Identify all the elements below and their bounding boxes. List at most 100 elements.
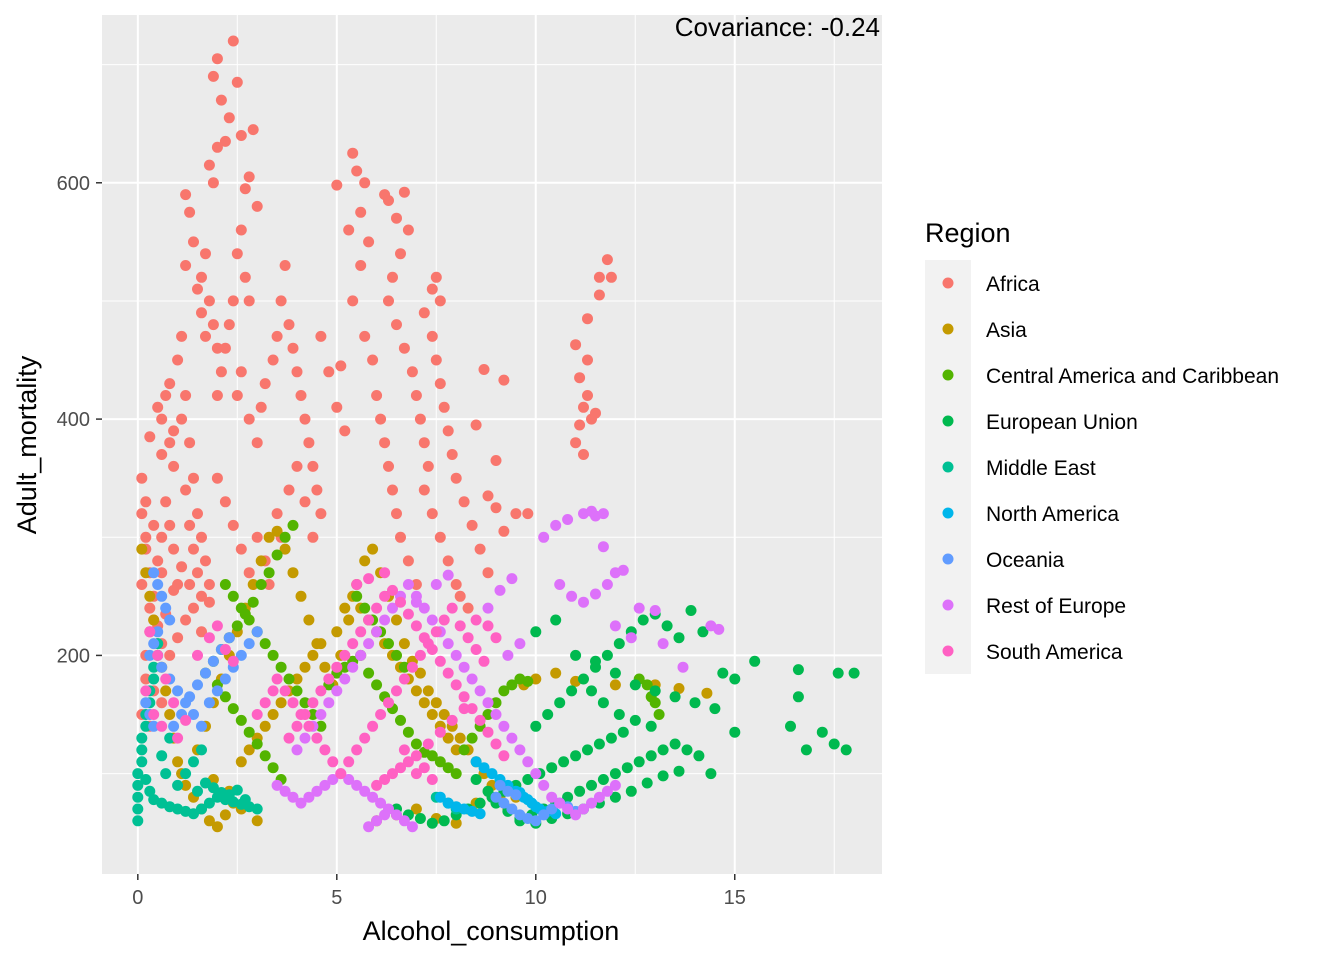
data-point [442,762,454,774]
data-point [351,779,363,791]
data-point [196,720,207,732]
data-point [371,779,383,791]
data-point [450,744,462,756]
data-point [582,313,593,325]
legend-item: South America [942,641,1123,664]
data-point [550,614,562,626]
data-point [673,632,685,644]
data-point [343,224,355,236]
x-tick-label: 0 [132,887,143,909]
data-point [223,789,235,801]
data-point [458,661,470,673]
data-point [307,697,319,709]
data-point [271,508,283,520]
data-point [267,762,279,774]
data-point [188,472,199,484]
data-point [438,401,450,413]
data-point [629,714,641,726]
data-point [470,419,482,431]
data-point [371,390,383,401]
data-point [478,364,490,375]
data-point [398,638,410,650]
data-point [132,815,144,827]
legend-items: Africa Asia Central America and Caribbean E… [942,273,1279,664]
data-point [251,738,263,750]
data-point [172,685,184,697]
data-point [482,602,494,614]
data-point [398,815,410,827]
legend-title: Region [925,218,1011,248]
data-point [418,484,430,496]
data-point [470,614,482,626]
data-point [558,756,570,768]
data-point [168,460,180,472]
data-point [180,484,192,496]
data-point [343,774,355,785]
data-point [506,803,518,815]
data-point [430,697,442,709]
data-point [283,484,295,496]
data-point [398,673,410,685]
data-point [442,667,454,679]
data-point [617,564,629,576]
data-point [446,449,458,460]
data-point [239,794,251,806]
data-point [271,525,283,537]
data-point [578,673,589,685]
data-point [442,569,454,581]
data-point [657,770,669,782]
data-point [574,419,586,431]
data-point [434,791,446,803]
y-tick-labels: 200 400 600 [57,173,90,668]
data-point [140,697,152,709]
data-point [538,809,550,821]
data-point [267,354,279,366]
data-point [450,472,462,484]
data-point [474,685,486,697]
data-point [299,413,311,425]
data-point [172,632,184,644]
data-point [188,756,199,768]
data-point [299,709,311,720]
data-point [331,401,343,413]
data-point [530,801,542,813]
data-point [287,519,299,531]
data-point [391,614,402,626]
data-point [164,649,176,661]
legend-key [942,415,954,427]
data-point [562,791,574,803]
legend-key [942,599,954,611]
data-point [164,732,176,744]
data-point [144,649,156,661]
data-point [498,374,510,386]
data-point [275,295,287,307]
data-point [363,638,375,650]
data-point [570,339,582,351]
data-point [136,579,148,590]
legend-label: South America [986,641,1123,664]
data-point [363,236,375,248]
data-point [144,431,156,443]
data-point [140,685,152,697]
data-point [164,614,176,626]
data-point [410,685,422,697]
data-point [339,649,351,661]
data-point [482,697,494,709]
data-point [315,685,327,697]
data-point [279,685,291,697]
data-point [410,738,422,750]
data-point [570,750,582,762]
data-point [207,319,219,331]
data-point [156,531,168,543]
data-point [239,183,251,195]
data-point [566,685,578,697]
data-point [156,661,168,673]
data-point [391,649,402,661]
data-point [307,531,319,543]
data-point [259,378,271,390]
data-point [383,195,394,206]
data-point [609,667,621,679]
data-point [307,649,319,661]
data-point [211,342,223,354]
data-point [259,697,271,709]
